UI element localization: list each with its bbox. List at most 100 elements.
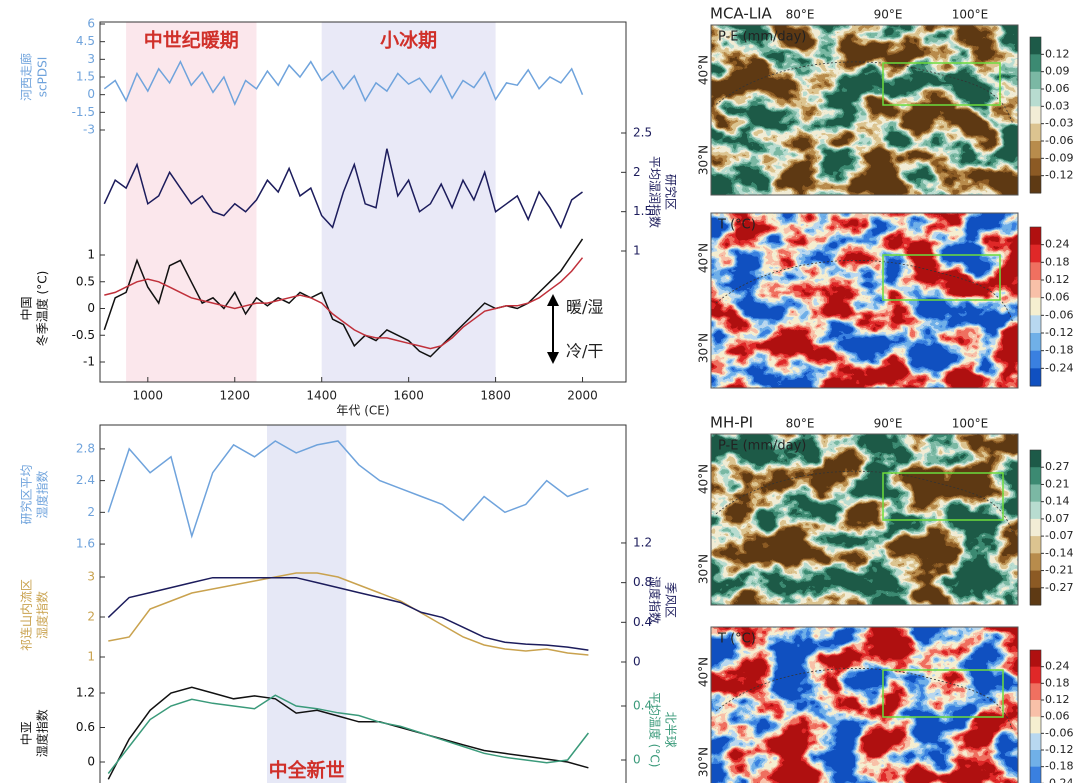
colorbar-segment xyxy=(1030,467,1041,485)
lat-label: 40°N xyxy=(697,243,711,273)
y-tick-label: 0 xyxy=(87,301,95,315)
colorbar-tick-label: 0.24 xyxy=(1045,660,1070,673)
annotation: 冷/干 xyxy=(566,342,603,361)
map-variable: T (°C) xyxy=(717,218,756,233)
study-box xyxy=(882,62,1001,106)
data-line xyxy=(107,694,589,774)
y-tick-label: 1.2 xyxy=(633,535,652,549)
y-tick-label: -1.5 xyxy=(72,105,95,119)
period-label: 中全新世 xyxy=(269,759,345,782)
colorbar-tick-label: 0.07 xyxy=(1045,512,1070,525)
colorbar-frame xyxy=(1029,449,1042,606)
colorbar-segment xyxy=(1030,501,1041,520)
map-variable: P-E (mm/day) xyxy=(718,30,806,45)
y-tick-label: 0 xyxy=(633,753,641,767)
colorbar-tick-label: -0.24 xyxy=(1045,776,1073,783)
y-axis-label: 冬季温度 (°C) xyxy=(35,271,50,347)
colorbar-tick-label: -0.27 xyxy=(1045,581,1073,594)
y-tick-label: 2.4 xyxy=(76,473,95,487)
map-title: MCA-LIA xyxy=(710,5,773,23)
colorbar-tick-label: -0.06 xyxy=(1045,134,1073,147)
y-tick-label: -1 xyxy=(83,355,95,369)
y-axis-label: 中国 xyxy=(19,296,34,320)
map-panel: T (°C) 40°N 30°N 0.24 0.18 0.12 0.06 -0.06 -0.12… xyxy=(697,212,1073,389)
lat-label: 30°N xyxy=(697,333,711,363)
data-line xyxy=(108,572,589,656)
lat-label: 40°N xyxy=(697,55,711,85)
colorbar-segment xyxy=(1030,106,1041,125)
y-tick-label: 1 xyxy=(87,650,95,664)
colorbar-tick-label: 0.12 xyxy=(1045,693,1070,706)
shaded-period xyxy=(266,425,347,783)
colorbar-tick-label: -0.21 xyxy=(1045,564,1073,577)
colorbar-segment xyxy=(1030,750,1041,768)
y-tick-label: 1 xyxy=(87,248,95,262)
y-tick-label: 0 xyxy=(87,87,95,101)
data-line xyxy=(107,576,589,651)
y-tick-label: 1 xyxy=(633,244,641,258)
colorbar-segment xyxy=(1030,716,1041,734)
y-axis-label: 祁连山内流区 xyxy=(19,579,34,651)
region-boundary xyxy=(715,668,1014,732)
colorbar-tick-label: -0.12 xyxy=(1045,326,1073,339)
colorbar-segment xyxy=(1030,484,1041,503)
map-title: MH-PI xyxy=(710,414,753,432)
y-tick-label: 1.2 xyxy=(76,686,95,700)
y-tick-label: 2 xyxy=(87,505,95,519)
colorbar-segment xyxy=(1030,297,1041,316)
colorbar-tick-label: 0.12 xyxy=(1045,273,1070,286)
colorbar-tick-label: 0.12 xyxy=(1045,47,1070,60)
y-tick-label: 0.4 xyxy=(633,699,652,713)
colorbar-tick-label: 0.09 xyxy=(1045,65,1070,78)
y-axis-label: 湿度指数 xyxy=(35,470,50,518)
x-tick-label: 1000 xyxy=(133,389,164,403)
y-axis-label: scPDSI xyxy=(36,57,50,97)
colorbar-segment xyxy=(1030,89,1041,107)
shaded-period xyxy=(321,22,496,382)
map-frame xyxy=(710,212,1019,389)
y-axis-label: 河西走廊 xyxy=(19,53,34,101)
x-tick-label: 1600 xyxy=(393,389,424,403)
period-label: 中世纪暖期 xyxy=(144,29,239,52)
y-tick-label: 4.5 xyxy=(76,34,95,48)
y-tick-label: -3 xyxy=(83,123,95,137)
colorbar-tick-label: -0.09 xyxy=(1045,151,1073,164)
colorbar-tick-label: -0.12 xyxy=(1045,743,1073,756)
y-tick-label: 0.4 xyxy=(633,615,652,629)
map-frame xyxy=(710,24,1019,196)
colorbar-tick-label: 0.14 xyxy=(1045,495,1070,508)
map-image xyxy=(711,627,1018,783)
annotation: 暖/湿 xyxy=(566,298,603,317)
y-tick-label: 3 xyxy=(87,570,95,584)
map-variable: T (°C) xyxy=(717,632,756,647)
region-boundary xyxy=(715,260,1014,324)
lat-label: 30°N xyxy=(697,747,711,777)
colorbar-segment xyxy=(1030,518,1041,537)
data-line xyxy=(107,686,589,780)
map-variable: P-E (mm/day) xyxy=(718,439,806,454)
colorbar-tick-label: -0.18 xyxy=(1045,344,1073,357)
shaded-period xyxy=(126,22,257,382)
colorbar-segment xyxy=(1030,262,1041,281)
y-axis-label: 研究区平均 xyxy=(19,464,34,524)
colorbar-segment xyxy=(1030,683,1041,701)
data-line xyxy=(103,148,583,230)
y-tick-label: 2 xyxy=(633,165,641,179)
colorbar-segment xyxy=(1030,368,1041,387)
x-tick-label: 1400 xyxy=(306,389,337,403)
colorbar-segment xyxy=(1030,244,1041,263)
y-tick-label: 3 xyxy=(87,52,95,66)
map-frame xyxy=(710,433,1019,606)
lon-label: 100°E xyxy=(952,8,989,22)
study-box xyxy=(882,669,1004,718)
colorbar-segment xyxy=(1030,71,1041,90)
colorbar-tick-label: -0.06 xyxy=(1045,726,1073,739)
y-tick-label: -0.5 xyxy=(72,328,95,342)
y-tick-label: 1.5 xyxy=(76,70,95,84)
colorbar-tick-label: -0.24 xyxy=(1045,361,1073,374)
colorbar-segment xyxy=(1030,350,1041,369)
y-tick-label: 1.5 xyxy=(633,204,652,218)
y-tick-label: 0.5 xyxy=(76,274,95,288)
y-tick-label: 0 xyxy=(633,655,641,669)
